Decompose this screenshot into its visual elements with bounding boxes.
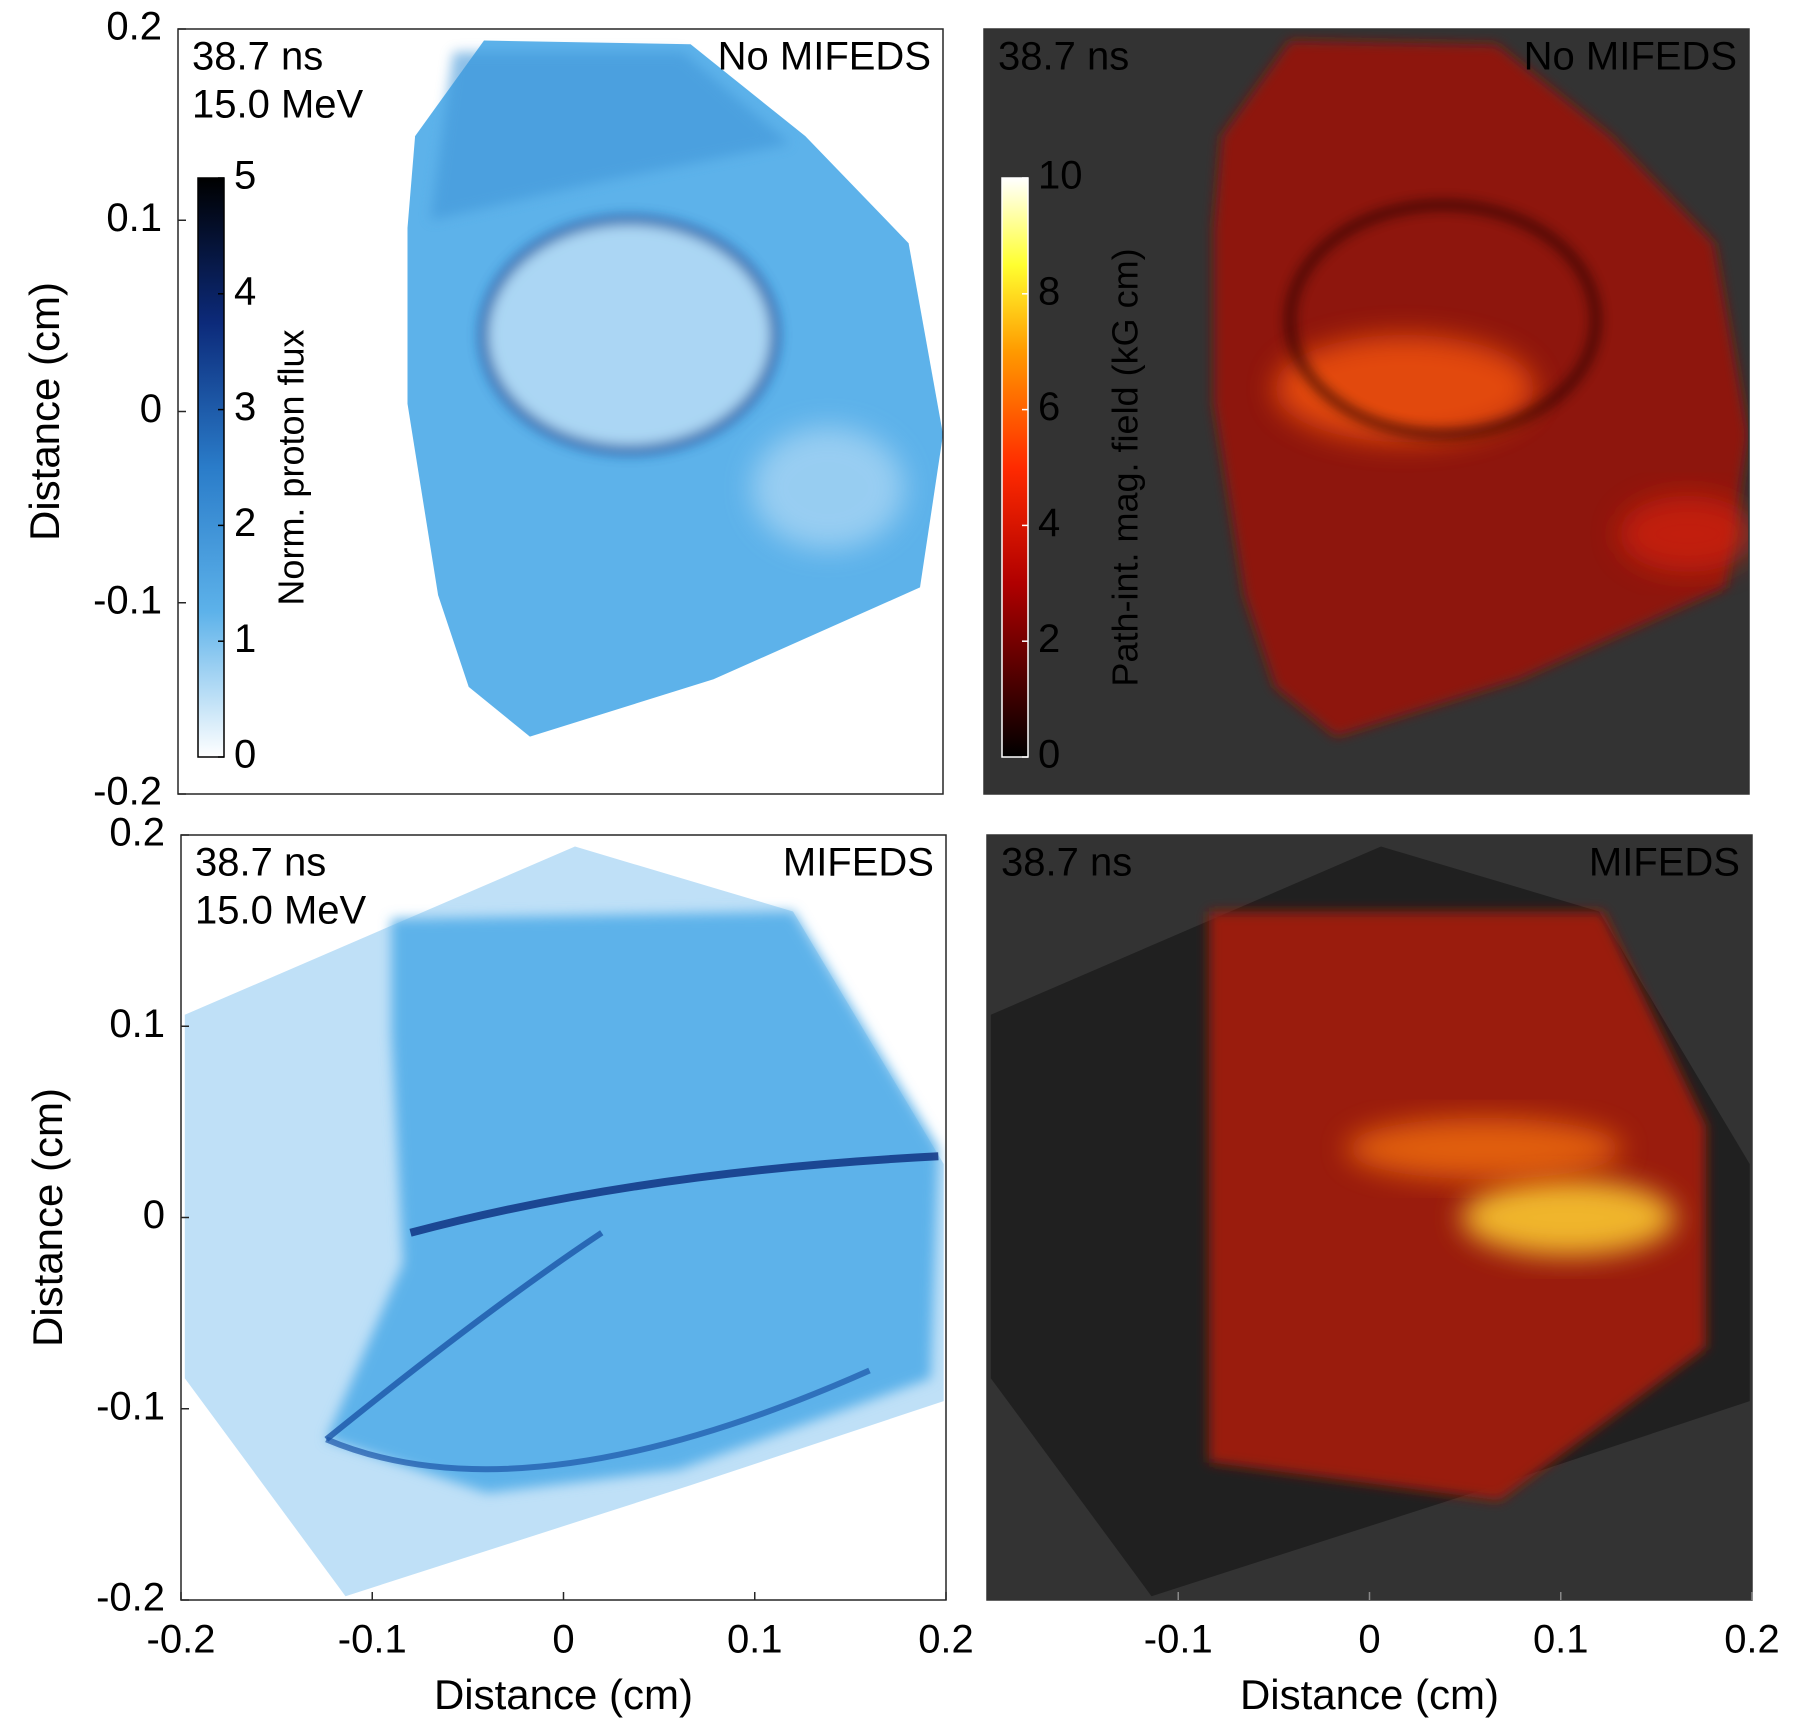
colorbar-tick-label: 8 (1038, 269, 1060, 313)
flux-ring (478, 215, 780, 455)
panel (984, 29, 1749, 794)
colorbar-tick-label: 2 (1038, 617, 1060, 661)
colorbar-tick-label: 0 (1038, 733, 1060, 777)
field-glow (1274, 335, 1535, 443)
field-ring (1286, 200, 1600, 439)
y-tick-label: -0.1 (93, 578, 162, 622)
field-glow (1461, 1179, 1676, 1256)
time-label: 38.7 ns (998, 35, 1129, 79)
flux-caustic (324, 1230, 604, 1442)
field-glow (1618, 495, 1749, 573)
panel-label: No MIFEDS (718, 35, 931, 79)
y-tick-label: 0 (143, 1193, 165, 1237)
time-label: 38.7 ns (192, 35, 323, 79)
x-tick-label: 0 (1358, 1618, 1380, 1662)
image-shade (430, 52, 790, 221)
panel (178, 29, 943, 794)
y-tick-label: -0.1 (96, 1384, 165, 1428)
panel-label: No MIFEDS (1524, 35, 1737, 79)
colorbar-tick-label: 4 (234, 269, 256, 313)
energy-label: 15.0 MeV (192, 83, 364, 127)
colorbar (197, 177, 225, 758)
flux-blob (751, 426, 905, 550)
x-tick-label: -0.1 (1144, 1618, 1213, 1662)
colorbar-tick-label: 10 (1038, 154, 1083, 198)
x-axis-label: Distance (cm) (434, 1671, 693, 1718)
panel (987, 835, 1752, 1600)
flux-caustic (325, 1367, 871, 1473)
colorbar-tick-label: 1 (234, 617, 256, 661)
panel-label: MIFEDS (1589, 841, 1740, 885)
x-tick-label: 0 (552, 1618, 574, 1662)
y-tick-label: 0 (140, 387, 162, 431)
colorbar-tick-label: 6 (1038, 385, 1060, 429)
colorbar-label: Norm. proton flux (271, 329, 312, 605)
x-axis-label: Distance (cm) (1240, 1671, 1499, 1718)
y-tick-label: -0.2 (93, 770, 162, 814)
panel-frame (983, 28, 1750, 795)
x-tick-label: -0.1 (338, 1618, 407, 1662)
energy-label: 15.0 MeV (195, 889, 367, 933)
image-region (1208, 911, 1707, 1501)
colorbar-tick-label: 3 (234, 385, 256, 429)
y-tick-label: -0.2 (96, 1576, 165, 1620)
x-tick-label: 0.2 (918, 1618, 974, 1662)
panel (181, 835, 946, 1600)
y-tick-label: 0.2 (106, 5, 162, 49)
x-tick-label: -0.2 (147, 1618, 216, 1662)
y-tick-label: 0.1 (106, 196, 162, 240)
y-tick-label: 0.2 (109, 811, 165, 855)
time-label: 38.7 ns (195, 841, 326, 885)
y-axis-label: Distance (cm) (21, 282, 68, 541)
x-tick-label: 0.1 (727, 1618, 783, 1662)
field-glow (1346, 1118, 1622, 1180)
colorbar-label: Path-int. mag. field (kG cm) (1105, 248, 1146, 686)
colorbar-tick-label: 0 (234, 733, 256, 777)
colorbar-tick-label: 2 (234, 501, 256, 545)
colorbar-tick-label: 4 (1038, 501, 1060, 545)
colorbar-tick-label: 5 (234, 154, 256, 198)
x-tick-label: 0.1 (1533, 1618, 1589, 1662)
time-label: 38.7 ns (1001, 841, 1132, 885)
flux-caustic (409, 1152, 939, 1237)
panel-label: MIFEDS (783, 841, 934, 885)
y-tick-label: 0.1 (109, 1002, 165, 1046)
x-tick-label: 0.2 (1724, 1618, 1780, 1662)
y-axis-label: Distance (cm) (24, 1088, 71, 1347)
colorbar (1001, 177, 1029, 758)
image-region (326, 911, 939, 1493)
